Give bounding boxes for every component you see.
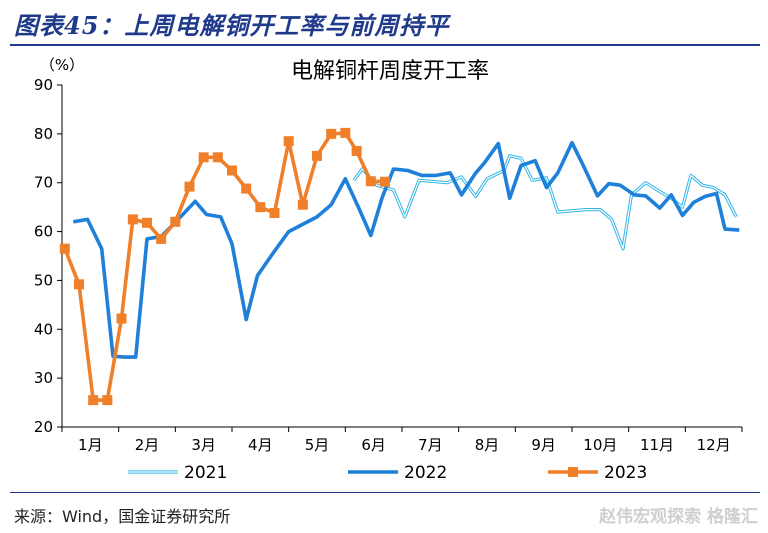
x-tick-label: 8月: [475, 436, 500, 454]
y-axis-unit-label: （%）: [40, 56, 84, 74]
series-2023-marker: [283, 136, 294, 147]
legend-2022-label: 2022: [404, 463, 447, 483]
series-2023-marker: [297, 199, 308, 210]
y-tick-label: 70: [34, 174, 53, 192]
x-tick-label: 9月: [531, 436, 556, 454]
legend: 2021 2022 2023: [128, 463, 647, 483]
figure-title: 图表45：上周电解铜开工率与前周持平: [14, 11, 450, 40]
chart-area: 电解铜杆周度开工率 （%） 20 30 40 50 60 70 80 90 1月 2月 3月 4月 5月…: [34, 56, 743, 483]
series-2023-marker: [127, 214, 138, 225]
series-2023-marker: [59, 243, 70, 254]
y-tick-label: 80: [34, 125, 53, 143]
x-tick-label: 10月: [583, 436, 617, 454]
series-2023-marker: [340, 127, 351, 138]
x-tick-label: 4月: [248, 436, 273, 454]
series-2023-line: [63, 131, 386, 402]
legend-2023-label: 2023: [604, 463, 647, 483]
x-tick-label: 5月: [305, 436, 330, 454]
x-tick-label: 7月: [418, 436, 443, 454]
series-2023-marker: [227, 165, 237, 176]
series-2023-marker: [88, 395, 99, 406]
legend-2021-label: 2021: [184, 463, 227, 483]
series-2022-line: [73, 140, 740, 359]
chart-title: 电解铜杆周度开工率: [291, 59, 489, 84]
y-tick-label: 50: [34, 271, 53, 289]
series-2023-marker: [184, 181, 195, 192]
series-2023-marker: [198, 152, 209, 163]
series-2023-marker: [212, 152, 223, 163]
x-tick-label: 11月: [640, 436, 674, 454]
legend-2023-marker: [568, 467, 578, 477]
x-tick-label: 3月: [191, 436, 216, 454]
title-rule: [10, 44, 760, 46]
x-tick-label: 6月: [361, 436, 386, 454]
series-2021-line: [352, 154, 738, 251]
series-2023-marker: [116, 313, 127, 324]
series-2023-marker: [269, 208, 280, 219]
series-2021-inner: [353, 155, 737, 250]
series-2023-marker: [156, 233, 167, 244]
series-2023-marker: [380, 176, 390, 187]
x-tick-label: 2月: [135, 436, 160, 454]
y-tick-label: 60: [34, 223, 53, 241]
series-2023-marker: [365, 176, 376, 187]
series-2023-marker: [142, 217, 152, 228]
series-2023-marker: [170, 216, 181, 227]
axes: 20 30 40 50 60 70 80 90 1月 2月 3月 4月 5月 6月 7月 8月 9月 10月 11月…: [34, 76, 743, 454]
x-tick-label: 12月: [697, 436, 731, 454]
y-tick-label: 90: [34, 76, 53, 94]
watermark: 赵伟宏观探索 格隆汇: [599, 507, 758, 527]
y-tick-label: 40: [34, 320, 53, 338]
bottom-rule: [10, 492, 760, 493]
series-layer: [59, 127, 740, 406]
series-2023-marker: [255, 202, 266, 213]
source-note: 来源：Wind，国金证券研究所: [14, 507, 231, 526]
series-2023-marker: [102, 395, 113, 406]
series-2023-marker: [312, 150, 322, 161]
y-tick-label: 30: [34, 369, 53, 387]
series-2023-marker: [241, 183, 252, 194]
x-tick-label: 1月: [78, 436, 103, 454]
series-2023-marker: [351, 145, 362, 156]
series-2023-marker: [74, 279, 84, 290]
y-tick-label: 20: [34, 418, 53, 436]
series-2023-marker: [326, 128, 337, 139]
